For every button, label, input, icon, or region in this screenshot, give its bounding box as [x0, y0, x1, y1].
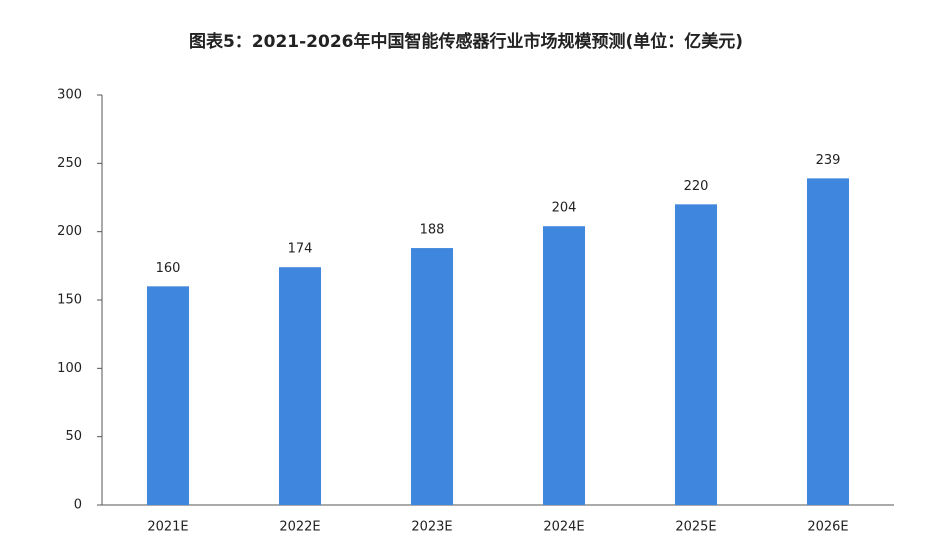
y-tick-label: 200	[57, 224, 82, 239]
x-tick-label: 2024E	[543, 520, 584, 535]
y-tick-label: 50	[65, 429, 82, 444]
data-label: 188	[420, 223, 445, 238]
data-label: 160	[156, 261, 181, 276]
bar	[411, 248, 453, 506]
bar	[147, 286, 189, 505]
y-tick-label: 250	[57, 156, 82, 171]
x-tick-label: 2021E	[147, 520, 188, 535]
y-tick-label: 100	[57, 361, 82, 376]
y-tick-label: 150	[57, 293, 82, 308]
bar	[675, 204, 717, 506]
data-label: 239	[816, 153, 841, 168]
x-tick-label: 2022E	[279, 520, 320, 535]
data-label: 204	[552, 201, 577, 216]
bar	[807, 178, 849, 505]
y-tick-label: 0	[74, 498, 82, 513]
bar	[543, 226, 585, 505]
chart-title: 图表5：2021-2026年中国智能传感器行业市场规模预测(单位：亿美元)	[189, 31, 743, 52]
x-tick-label: 2026E	[807, 520, 848, 535]
data-label: 174	[288, 242, 313, 257]
bar	[279, 267, 321, 505]
x-tick-label: 2025E	[675, 520, 716, 535]
x-tick-label: 2023E	[411, 520, 452, 535]
y-tick-label: 300	[57, 88, 82, 103]
data-label: 220	[684, 179, 709, 194]
